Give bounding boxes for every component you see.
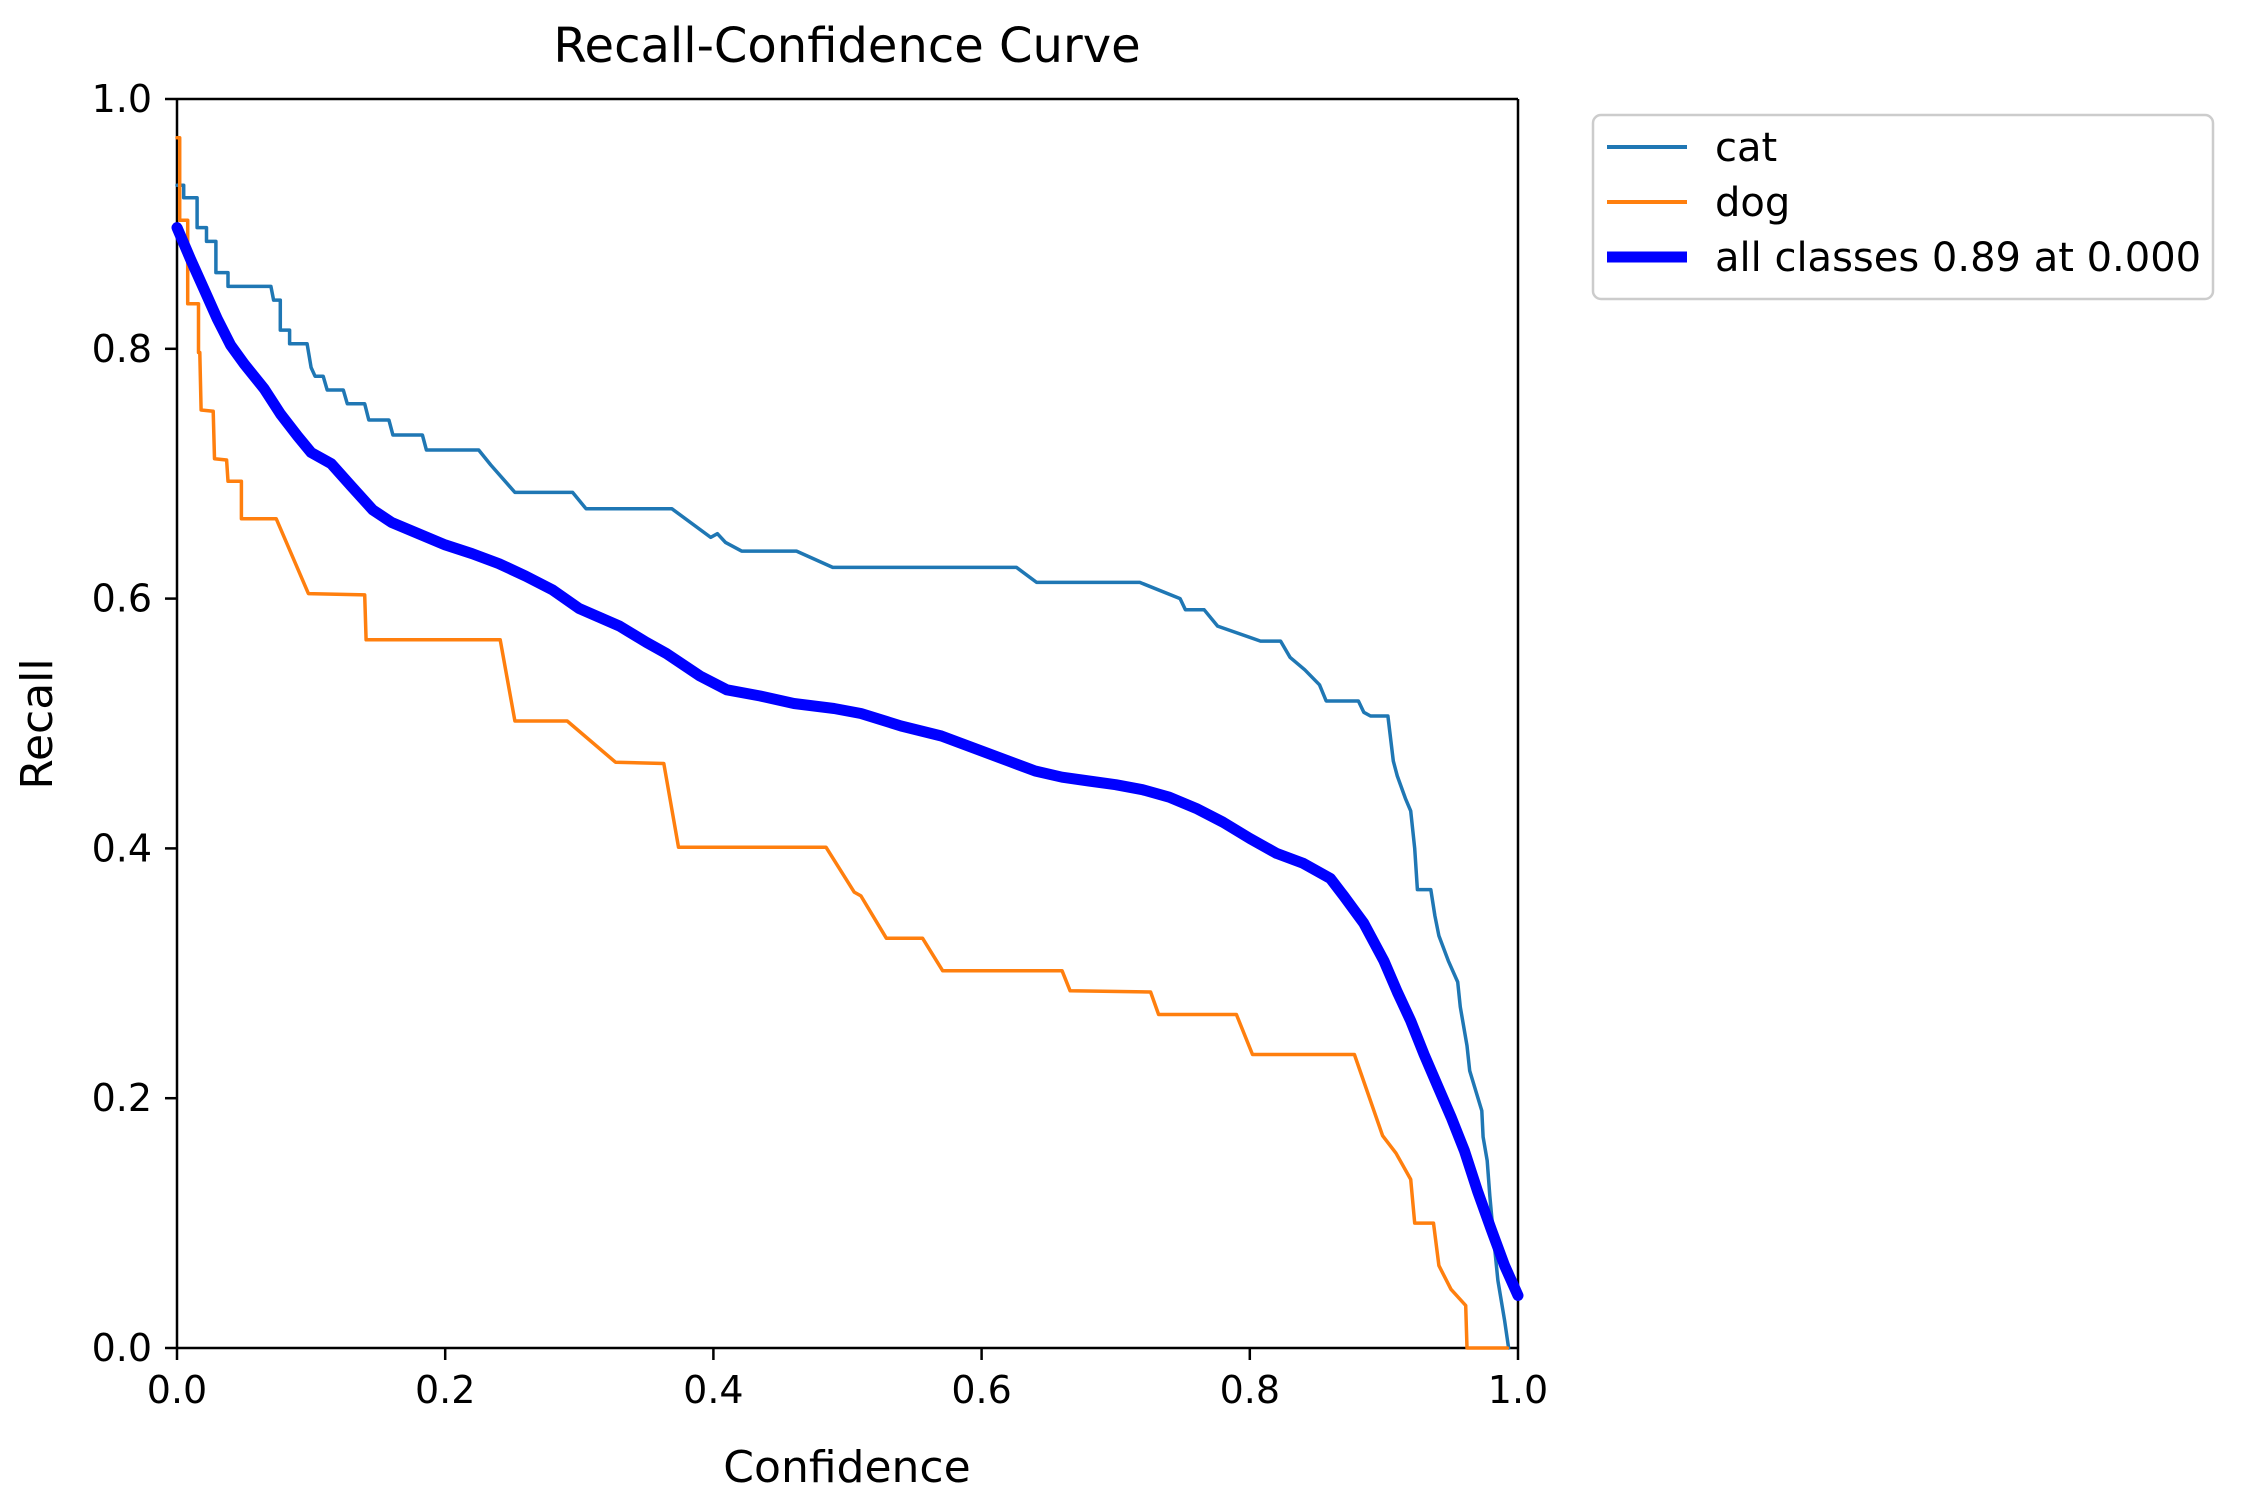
x-tick-label-0.0: 0.0 <box>147 1368 207 1412</box>
y-tick-label-1.0: 1.0 <box>92 77 152 121</box>
dog-curve <box>175 135 1510 1350</box>
legend-label-dog: dog <box>1715 180 1790 226</box>
y-tick-label-0.6: 0.6 <box>92 577 152 621</box>
x-axis-label: Confidence <box>723 1442 970 1493</box>
all-classes-curve <box>171 222 1524 1301</box>
curves-layer <box>171 135 1524 1350</box>
x-tick-label-0.2: 0.2 <box>415 1368 475 1412</box>
y-tick-label-0.4: 0.4 <box>92 826 152 870</box>
legend-label-all-classes: all classes 0.89 at 0.000 <box>1715 235 2201 281</box>
plot-frame <box>175 97 1520 1350</box>
y-tick-label-0.0: 0.0 <box>92 1326 152 1370</box>
x-tick-label-0.4: 0.4 <box>683 1368 743 1412</box>
x-tick-label-0.6: 0.6 <box>951 1368 1011 1412</box>
y-tick-label-0.2: 0.2 <box>92 1076 152 1120</box>
ticks-layer: 0.0 0.2 0.4 0.6 0.8 1.0 0.0 0.2 0.4 0.6 0.8 1.0 <box>92 77 1549 1412</box>
x-tick-label-1.0: 1.0 <box>1488 1368 1548 1412</box>
cat-curve <box>175 183 1511 1350</box>
legend-label-cat: cat <box>1715 125 1777 171</box>
chart-title: Recall-Confidence Curve <box>553 18 1140 74</box>
legend: cat dog all classes 0.89 at 0.000 <box>1591 113 2215 301</box>
x-tick-label-0.8: 0.8 <box>1220 1368 1280 1412</box>
legend-box <box>1591 113 2215 301</box>
y-tick-label-0.8: 0.8 <box>92 327 152 371</box>
y-axis-label: Recall <box>12 658 63 789</box>
